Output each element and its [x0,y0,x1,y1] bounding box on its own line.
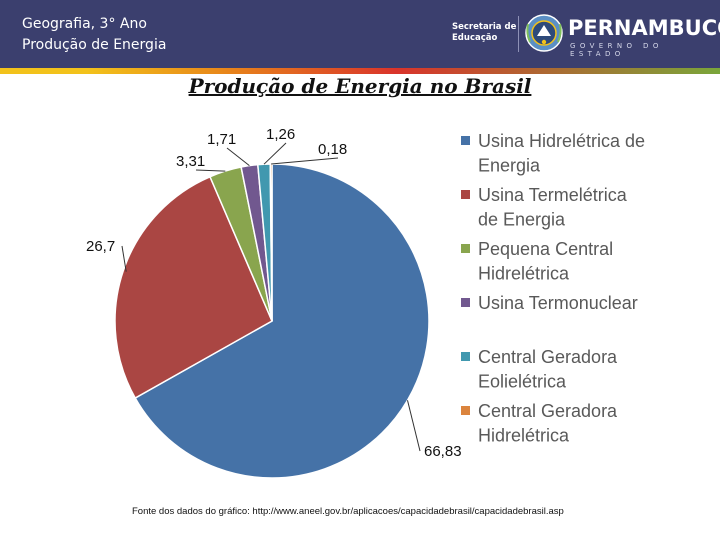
legend-label: Central Geradora [478,401,618,421]
data-label: 26,7 [86,238,115,255]
legend-swatch [461,406,470,415]
legend-swatch [461,352,470,361]
leader-line [271,157,339,165]
legend-label: Hidrelétrica [478,426,570,446]
leader-line [226,147,250,166]
legend-label: Central Geradora [478,347,618,367]
legend-label: Usina Termelétrica [478,185,628,205]
legend-label: Hidrelétrica [478,264,570,284]
legend-label: de Energia [478,210,566,230]
government-logo: Secretaria de Educação PERNAMBUCO GOVERN… [452,10,720,58]
secretaria-line-2: Educação [452,33,498,43]
legend-swatch [461,244,470,253]
course-info: Geografia, 3° Ano Produção de Energia [22,14,166,56]
state-seal-icon [525,14,563,52]
header-stripe [0,68,720,74]
leader-line [263,142,287,165]
logo-separator [518,16,519,52]
state-subtitle: GOVERNO DO ESTADO [570,42,663,58]
leader-line [407,400,421,452]
data-label: 66,83 [424,443,462,460]
legend-swatch [461,136,470,145]
legend-label: Usina Hidrelétrica de [478,131,645,151]
course-line-2: Produção de Energia [22,37,167,53]
leader-line [121,245,127,272]
legend-label: Eolielétrica [478,372,567,392]
data-label: 0,18 [318,141,347,158]
legend-swatch [461,298,470,307]
legend-label: Usina Termonuclear [478,293,638,313]
data-label: 3,31 [176,153,205,170]
header-bar: Geografia, 3° Ano Produção de Energia Se… [0,0,720,68]
source-note: Fonte dos dados do gráfico: http://www.a… [132,506,564,517]
data-label: 1,71 [207,131,236,148]
pie-slice [114,175,273,400]
secretaria-label: Secretaria de Educação [452,22,516,44]
secretaria-line-1: Secretaria de [452,22,517,32]
slide-title: Produção de Energia no Brasil [188,74,532,98]
course-line-1: Geografia, 3° Ano [22,16,147,32]
legend-swatch [461,190,470,199]
legend-label: Energia [478,156,541,176]
legend-label: Pequena Central [478,239,613,259]
data-label: 1,26 [266,126,295,143]
state-name: PERNAMBUCO [568,16,720,40]
leader-line [195,169,226,172]
